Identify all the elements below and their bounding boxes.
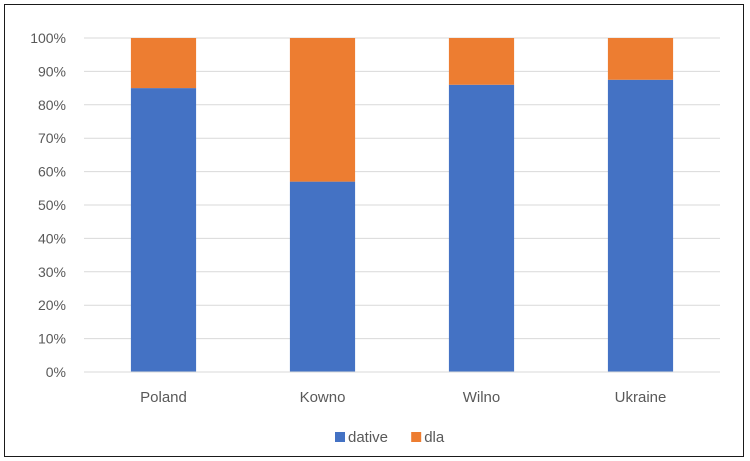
y-tick-label: 70% — [38, 130, 66, 146]
legend: dative dla — [335, 429, 445, 446]
bar-dla-kowno — [289, 38, 356, 182]
bar-dla-ukraine — [607, 38, 674, 80]
x-tick-label: Kowno — [300, 389, 346, 406]
y-tick-label: 40% — [38, 230, 66, 246]
bar-dla-poland — [130, 38, 197, 89]
bar-dative-wilno — [448, 84, 515, 372]
y-tick-label: 20% — [38, 297, 66, 313]
y-tick-label: 60% — [38, 164, 66, 180]
x-tick-label: Ukraine — [615, 389, 667, 406]
bar-dla-wilno — [448, 38, 515, 85]
y-tick-label: 90% — [38, 63, 66, 79]
legend-swatch-dative — [335, 432, 345, 442]
legend-swatch-dla — [411, 432, 422, 442]
x-axis-tick-labels: Poland Kowno Wilno Ukraine — [140, 389, 666, 406]
x-tick-label: Wilno — [463, 389, 501, 406]
y-axis-tick-labels: 0% 10% 20% 30% 40% 50% 60% 70% 80% 90% 100% — [30, 30, 66, 380]
y-tick-label: 50% — [38, 197, 66, 213]
y-tick-label: 100% — [30, 30, 66, 46]
x-tick-label: Poland — [140, 389, 187, 406]
y-tick-label: 80% — [38, 97, 66, 113]
bar-dative-ukraine — [607, 79, 674, 372]
legend-label-dative: dative — [348, 429, 388, 446]
bar-dative-poland — [130, 88, 197, 372]
y-tick-label: 0% — [46, 364, 66, 380]
bars — [130, 38, 674, 372]
bar-dative-kowno — [289, 181, 356, 372]
legend-label-dla: dla — [424, 429, 445, 446]
y-tick-label: 10% — [38, 331, 66, 347]
y-tick-label: 30% — [38, 264, 66, 280]
